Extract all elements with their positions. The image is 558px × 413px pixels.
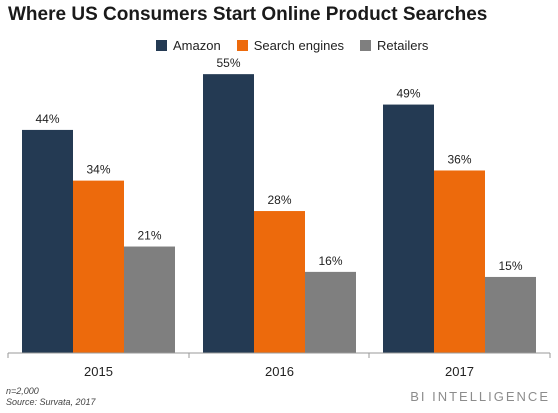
legend-label-amazon: Amazon — [173, 38, 221, 53]
legend-swatch-amazon — [156, 40, 167, 51]
bar-amazon-2016 — [203, 74, 254, 354]
source-note: Source: Survata, 2017 — [6, 397, 96, 407]
bar-retailers-2015 — [124, 246, 175, 353]
brand-logo: BI INTELLIGENCE — [410, 389, 550, 404]
x-tick-label-2015: 2015 — [84, 364, 113, 379]
chart-legend: Amazon Search engines Retailers — [156, 38, 444, 53]
legend-item-retailers: Retailers — [360, 38, 428, 53]
legend-label-retailers: Retailers — [377, 38, 429, 53]
data-label-search-engines-2016: 28% — [267, 193, 291, 207]
legend-swatch-retailers — [360, 40, 372, 51]
bar-search-engines-2017 — [434, 170, 485, 353]
bar-search-engines-2015 — [73, 180, 124, 353]
chart-title: Where US Consumers Start Online Product … — [8, 4, 488, 25]
legend-label-search-engines: Search engines — [253, 38, 345, 53]
legend-item-amazon: Amazon — [156, 38, 221, 53]
bar-retailers-2017 — [485, 276, 536, 353]
bar-search-engines-2016 — [254, 211, 305, 353]
x-tick-label-2016: 2016 — [265, 364, 294, 379]
data-label-amazon-2015: 44% — [35, 112, 59, 126]
data-label-search-engines-2017: 36% — [447, 152, 471, 166]
data-label-amazon-2016: 55% — [216, 56, 240, 70]
bar-retailers-2016 — [305, 271, 356, 353]
bar-amazon-2015 — [22, 129, 73, 353]
bar-amazon-2017 — [383, 104, 434, 353]
legend-item-search-engines: Search engines — [236, 38, 345, 53]
sample-size-note: n=2,000 — [6, 386, 39, 396]
data-label-retailers-2015: 21% — [137, 229, 161, 243]
data-label-retailers-2017: 15% — [498, 259, 522, 273]
legend-swatch-search-engines — [236, 40, 248, 51]
footnote: n=2,000 Source: Survata, 2017 — [6, 386, 96, 408]
data-label-retailers-2016: 16% — [318, 254, 342, 268]
x-tick-label-2017: 2017 — [445, 364, 474, 379]
data-label-amazon-2017: 49% — [396, 87, 420, 101]
data-label-search-engines-2015: 34% — [86, 163, 110, 177]
